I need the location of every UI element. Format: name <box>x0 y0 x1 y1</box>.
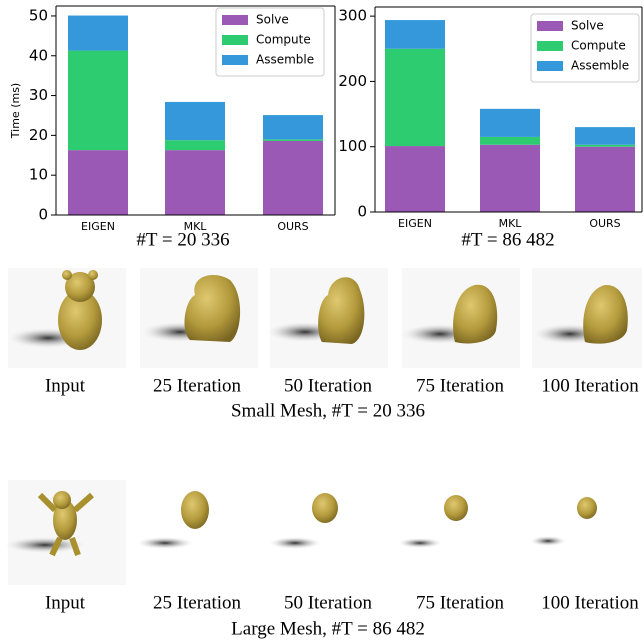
bar-segment <box>575 127 635 145</box>
bar-segment <box>385 20 445 49</box>
chart-caption: #T = 20 336 <box>136 229 229 250</box>
legend-swatch <box>537 41 563 51</box>
bar-segment <box>575 146 635 212</box>
y-tick-label: 40 <box>29 46 48 64</box>
render-label: Input <box>45 592 86 613</box>
bar-segment <box>263 115 323 140</box>
bar-segment <box>263 139 323 141</box>
y-tick-label: 30 <box>29 86 48 104</box>
render-label: 75 Iteration <box>416 592 505 613</box>
bar-segment <box>480 136 540 145</box>
legend-swatch <box>222 35 248 45</box>
bar-segment <box>263 140 323 215</box>
y-tick-label: 0 <box>357 203 367 221</box>
bar-segment <box>68 50 128 151</box>
render-label: 100 Iteration <box>541 592 639 613</box>
x-tick-label: EIGEN <box>81 220 115 233</box>
render-row <box>8 268 642 368</box>
bar-segment <box>385 48 445 147</box>
legend-label: Compute <box>571 39 626 53</box>
row-caption: Small Mesh, #T = 20 336 <box>231 400 425 421</box>
bar-segment <box>68 15 128 51</box>
legend-swatch <box>537 21 563 31</box>
legend-label: Assemble <box>571 59 629 73</box>
render-label: 25 Iteration <box>153 592 242 613</box>
x-tick-label: EIGEN <box>398 217 432 230</box>
legend-label: Assemble <box>256 53 314 67</box>
render-label: 50 Iteration <box>284 375 373 396</box>
y-tick-label: 200 <box>338 72 367 90</box>
render-label: Input <box>45 375 86 396</box>
render-label: 75 Iteration <box>416 375 505 396</box>
legend-swatch <box>222 15 248 25</box>
bar-segment <box>385 146 445 212</box>
x-tick-label: MKL <box>499 217 523 230</box>
y-tick-label: 10 <box>29 166 48 184</box>
y-tick-label: 300 <box>338 7 367 25</box>
render-label: 100 Iteration <box>541 375 639 396</box>
legend-swatch <box>222 55 248 65</box>
y-tick-label: 0 <box>38 206 48 224</box>
y-tick-label: 100 <box>338 137 367 155</box>
x-tick-label: MKL <box>184 220 208 233</box>
bar-segment <box>165 150 225 215</box>
bar-segment <box>480 144 540 212</box>
y-tick-label: 20 <box>29 126 48 144</box>
legend-label: Solve <box>256 13 289 27</box>
chart-caption: #T = 86 482 <box>461 229 554 250</box>
bar-segment <box>68 150 128 215</box>
render-label: 25 Iteration <box>153 375 242 396</box>
row-caption: Large Mesh, #T = 86 482 <box>231 618 425 639</box>
bar-segment <box>165 101 225 141</box>
bar-segment <box>480 108 540 137</box>
bar-segment <box>575 144 635 147</box>
legend-label: Compute <box>256 33 311 47</box>
render-label: 50 Iteration <box>284 592 373 613</box>
x-tick-label: OURS <box>277 220 308 233</box>
x-tick-label: OURS <box>589 217 620 230</box>
legend-label: Solve <box>571 19 604 33</box>
legend-swatch <box>537 61 563 71</box>
bar-segment <box>165 140 225 151</box>
y-axis-label: Time (ms) <box>9 83 22 139</box>
y-tick-label: 50 <box>29 6 48 24</box>
render-row <box>5 480 597 585</box>
